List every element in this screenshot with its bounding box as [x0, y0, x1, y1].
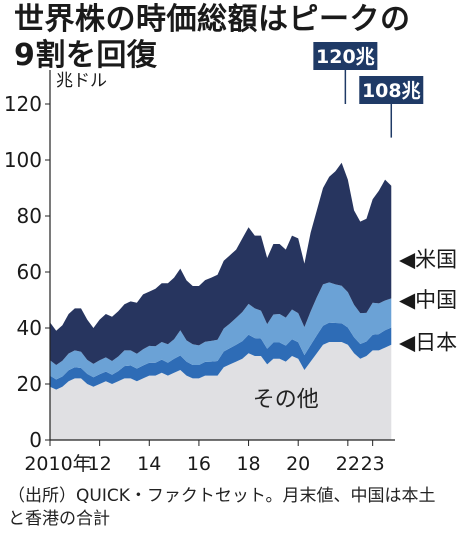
y-tick-label: 100	[4, 148, 42, 172]
y-tick-label: 0	[29, 428, 42, 452]
annotation-box	[313, 42, 378, 70]
x-tick-label: 22	[336, 453, 360, 475]
annotation-label: 108兆	[362, 80, 421, 102]
y-tick-label: 40	[17, 316, 42, 340]
y-tick-label: 80	[17, 204, 42, 228]
x-tick-label: 14	[137, 453, 161, 475]
annotation-box	[359, 76, 424, 104]
area-label-japan: ◀日本	[399, 331, 457, 355]
chart-title-line-2: 9割を回復	[14, 38, 158, 73]
chart-title-line-1: 世界株の時価総額はピークの	[14, 2, 411, 37]
area-label-us: ◀米国	[399, 248, 457, 272]
series-area-other	[50, 342, 392, 440]
series-area-us	[50, 162, 392, 365]
x-tick-label: 18	[236, 453, 260, 475]
area-label-other: その他	[253, 387, 319, 412]
y-tick-label: 60	[17, 260, 42, 284]
series-area-china	[50, 282, 392, 380]
y-tick-label: 20	[17, 372, 42, 396]
x-tick-label: 20	[286, 453, 310, 475]
series-area-japan	[50, 322, 392, 390]
source-note-line-2: と香港の合計	[8, 509, 110, 529]
x-tick-label: 2010年	[24, 453, 91, 475]
y-tick-label: 120	[4, 92, 42, 116]
area-label-china: ◀中国	[399, 288, 457, 312]
source-note-line-1: （出所）QUICK・ファクトセット。月末値、中国は本土	[8, 486, 436, 506]
x-tick-label: 12	[88, 453, 112, 475]
x-tick-label: 16	[187, 453, 211, 475]
annotation-label: 120兆	[316, 46, 375, 68]
x-tick-label: 23	[361, 453, 385, 475]
y-unit-label: 兆ドル	[56, 71, 107, 91]
